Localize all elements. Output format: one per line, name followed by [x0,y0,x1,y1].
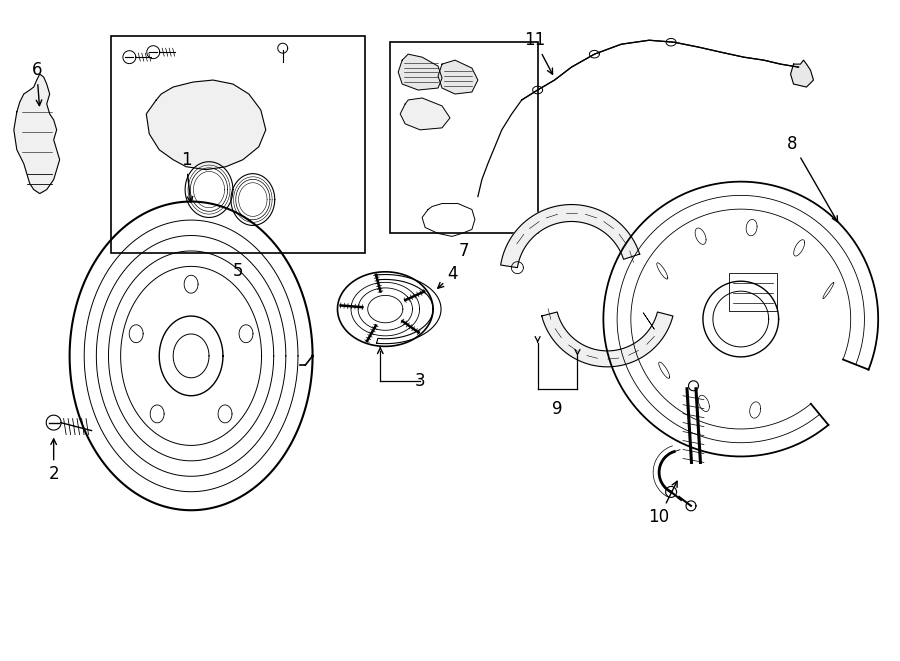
Text: 7: 7 [459,243,469,260]
Polygon shape [14,74,59,194]
Bar [112,36,365,253]
Text: 3: 3 [415,371,426,390]
Text: 4: 4 [437,265,458,288]
Polygon shape [147,80,266,170]
Polygon shape [438,60,478,94]
Text: 9: 9 [553,400,562,418]
Text: 10: 10 [649,481,677,526]
Text: 1: 1 [181,151,193,202]
Text: 8: 8 [788,135,838,222]
Bar [729,273,777,311]
Text: 11: 11 [524,31,553,74]
Polygon shape [177,90,224,164]
Polygon shape [500,204,640,268]
Polygon shape [790,60,814,87]
Bar [391,42,537,233]
Polygon shape [398,54,442,90]
Text: 2: 2 [49,439,59,483]
Polygon shape [542,312,673,367]
Text: 5: 5 [233,262,244,280]
Text: 6: 6 [32,61,42,106]
Polygon shape [400,98,450,130]
